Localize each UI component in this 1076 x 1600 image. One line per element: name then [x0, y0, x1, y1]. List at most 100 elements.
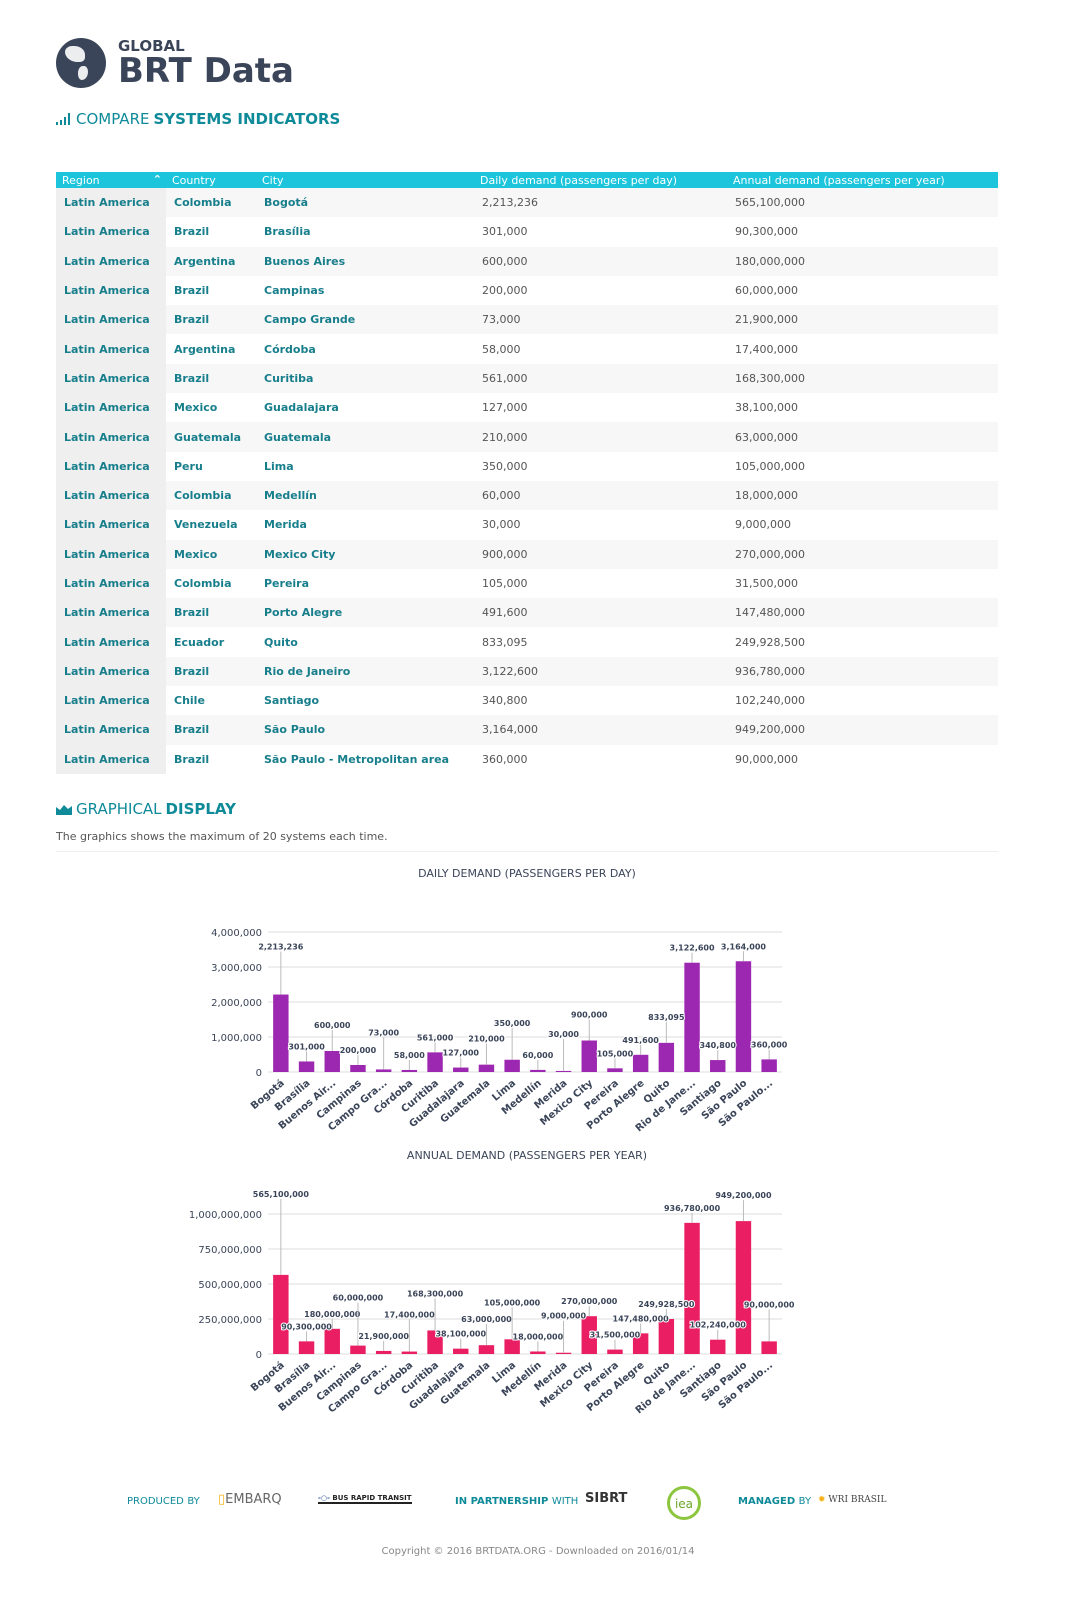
region-cell[interactable]: Latin America [56, 568, 166, 599]
daily-demand-cell: 3,122,600 [474, 656, 727, 687]
country-cell[interactable]: Argentina [166, 246, 256, 276]
country-cell[interactable]: Colombia [166, 188, 256, 218]
column-header[interactable]: Region ⌃ [56, 172, 166, 188]
bar [298, 1341, 315, 1354]
country-cell[interactable]: Colombia [174, 577, 232, 590]
section-compare-title: COMPARE SYSTEMS INDICATORS [56, 110, 340, 128]
country-cell[interactable]: Mexico [166, 539, 256, 569]
country-cell[interactable]: Colombia [166, 480, 256, 511]
city-cell[interactable]: Curitiba [256, 363, 474, 394]
data-label: 900,000 [571, 1011, 608, 1020]
city-cell[interactable]: Porto Alegre [256, 598, 474, 628]
country-cell[interactable]: Brazil [166, 598, 256, 628]
iea-logo[interactable]: iea [667, 1486, 701, 1520]
region-cell[interactable]: Latin America [56, 305, 166, 335]
daily-demand-cell: 491,600 [474, 598, 727, 628]
region-cell[interactable]: Latin America [56, 656, 166, 687]
city-cell[interactable]: Buenos Aires [256, 246, 474, 276]
data-label: 600,000 [314, 1021, 351, 1030]
country-cell[interactable]: Ecuador [174, 635, 225, 649]
country-cell[interactable]: Guatemala [166, 422, 256, 452]
city-cell[interactable]: Campinas [264, 284, 325, 298]
city-cell[interactable]: Córdoba [264, 342, 316, 356]
city-cell[interactable]: Rio de Janeiro [256, 656, 474, 687]
city-cell[interactable]: São Paulo - Metropolitan area [264, 752, 449, 766]
brt-logo[interactable]: -○- BUS RAPID TRANSIT [318, 1494, 412, 1504]
column-header[interactable]: Country [166, 172, 256, 188]
region-cell[interactable]: Latin America [56, 363, 166, 394]
data-label: 3,164,000 [721, 942, 766, 951]
country-cell[interactable]: Venezuela [174, 518, 238, 532]
bar [710, 1339, 726, 1354]
embarq-logo[interactable]: ▯EMBARQ [218, 1492, 282, 1507]
country-cell[interactable]: Brazil [166, 363, 256, 394]
region-cell[interactable]: Latin America [56, 451, 166, 481]
data-label: 105,000 [597, 1049, 634, 1058]
city-cell[interactable]: Mexico City [256, 539, 474, 569]
y-tick-label: 1,000,000 [211, 1033, 262, 1044]
city-cell[interactable]: Merida [264, 518, 307, 532]
data-label: 561,000 [417, 1033, 454, 1042]
city-cell[interactable]: Lima [264, 459, 294, 473]
bar [298, 1061, 315, 1072]
city-cell[interactable]: Santiago [264, 694, 320, 708]
column-header[interactable]: Annual demand (passengers per year) [727, 172, 998, 188]
city-cell[interactable]: Quito [264, 635, 298, 649]
region-cell[interactable]: Latin America [56, 480, 166, 511]
annual-demand-cell: 63,000,000 [727, 422, 998, 452]
annual-demand-cell: 60,000,000 [735, 284, 798, 298]
region-cell[interactable]: Latin America [56, 598, 166, 628]
annual-demand-cell: 102,240,000 [735, 694, 805, 708]
y-tick-label: 0 [256, 1068, 262, 1079]
region-cell[interactable]: Latin America [56, 393, 166, 423]
city-cell[interactable]: Campo Grande [256, 305, 474, 335]
table-row: Latin America Venezuela Merida 30,000 9,000,… [56, 510, 998, 540]
country-cell[interactable]: Brazil [166, 715, 256, 745]
city-cell[interactable]: Brasília [264, 225, 311, 239]
region-cell[interactable]: Latin America [56, 422, 166, 452]
country-cell[interactable]: Brazil [166, 656, 256, 687]
country-cell[interactable]: Brazil [166, 305, 256, 335]
region-cell[interactable]: Latin America [56, 275, 166, 306]
city-cell[interactable]: Medellín [256, 480, 474, 511]
region-cell[interactable]: Latin America [56, 539, 166, 569]
country-cell[interactable]: Brazil [174, 284, 210, 298]
bar [735, 1221, 752, 1354]
country-cell[interactable]: Mexico [174, 401, 218, 415]
country-cell[interactable]: Brazil [174, 225, 210, 239]
country-cell[interactable]: Brazil [174, 752, 210, 766]
region-cell[interactable]: Latin America [56, 715, 166, 745]
data-label: 73,000 [368, 1028, 399, 1037]
bar [632, 1333, 649, 1354]
region-cell[interactable]: Latin America [56, 627, 166, 657]
region-cell[interactable]: Latin America [56, 510, 166, 540]
region-cell[interactable]: Latin America [56, 334, 166, 364]
annual-demand-cell: 147,480,000 [727, 598, 998, 628]
table-row: Latin America Brazil Rio de Janeiro 3,122,6… [56, 656, 998, 687]
logo[interactable]: GLOBAL BRT Data [56, 38, 294, 88]
country-cell[interactable]: Chile [174, 694, 205, 708]
bar [350, 1065, 366, 1072]
region-cell[interactable]: Latin America [56, 188, 166, 218]
sort-asc-icon[interactable]: ⌃ [152, 173, 162, 186]
country-cell[interactable]: Argentina [174, 342, 236, 356]
country-cell[interactable]: Peru [174, 459, 203, 473]
city-cell[interactable]: Bogotá [256, 188, 474, 218]
city-cell[interactable]: São Paulo [256, 715, 474, 745]
annual-demand-cell: 565,100,000 [727, 188, 998, 218]
region-cell[interactable]: Latin America [56, 686, 166, 716]
city-cell[interactable]: Guatemala [256, 422, 474, 452]
region-cell[interactable]: Latin America [56, 217, 166, 247]
city-cell[interactable]: Pereira [264, 577, 310, 590]
region-cell[interactable]: Latin America [56, 744, 166, 774]
region-cell[interactable]: Latin America [56, 246, 166, 276]
indicators-table: Region ⌃ Country City Daily demand (passenge… [56, 172, 998, 774]
annual-demand-cell: 180,000,000 [727, 246, 998, 276]
column-header[interactable]: Daily demand (passengers per day) [474, 172, 727, 188]
data-label: 249,928,500 [638, 1300, 695, 1309]
sibrt-logo[interactable]: SIBRT [585, 1491, 628, 1506]
area-chart-icon [56, 805, 72, 815]
column-header[interactable]: City [256, 172, 474, 188]
wri-logo[interactable]: ✹ WRI BRASIL [818, 1495, 887, 1505]
city-cell[interactable]: Guadalajara [264, 401, 339, 415]
